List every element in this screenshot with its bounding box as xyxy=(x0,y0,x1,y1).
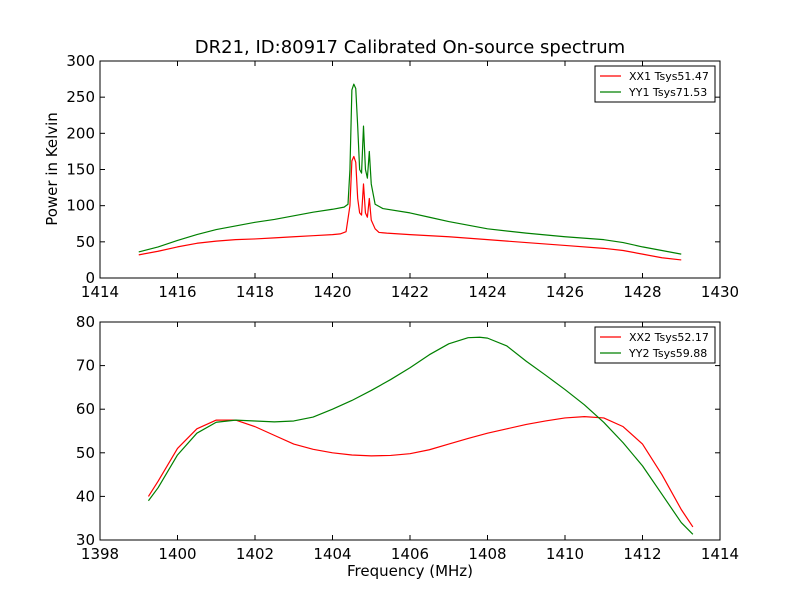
legend-box xyxy=(594,65,716,103)
x-tick-label: 1402 xyxy=(236,545,274,563)
series-line-yy2 xyxy=(147,336,694,535)
y-tick-label: 40 xyxy=(76,487,95,505)
legend-box xyxy=(594,326,716,364)
y-axis-label: Power in Kelvin xyxy=(43,112,61,226)
x-tick-label: 1406 xyxy=(391,545,429,563)
legend: XX2 Tsys52.17 YY2 Tsys59.88 xyxy=(594,326,716,364)
x-tick-label: 1408 xyxy=(468,545,506,563)
legend-entry: XX2 Tsys52.17 xyxy=(629,331,709,344)
y-tick-label: 60 xyxy=(76,400,95,418)
x-axis-label: Frequency (MHz) xyxy=(347,562,473,580)
x-tick-label: 1426 xyxy=(546,283,584,301)
y-tick-label: 250 xyxy=(66,88,95,106)
x-tick-label: 1404 xyxy=(313,545,351,563)
x-tick-label: 1400 xyxy=(158,545,196,563)
series-line-yy1 xyxy=(138,83,682,255)
y-tick-label: 70 xyxy=(76,357,95,375)
y-tick-label: 200 xyxy=(66,124,95,142)
y-tick-label: 50 xyxy=(76,233,95,251)
legend-entry: YY1 Tsys71.53 xyxy=(628,86,707,99)
x-tick-label: 1410 xyxy=(546,545,584,563)
y-tick-label: 0 xyxy=(85,269,95,287)
y-tick-label: 150 xyxy=(66,161,95,179)
chart-title: DR21, ID:80917 Calibrated On-source spec… xyxy=(195,37,625,58)
legend-entry: XX1 Tsys51.47 xyxy=(629,70,709,83)
x-tick-label: 1414 xyxy=(81,283,119,301)
y-tick-label: 80 xyxy=(76,313,95,331)
y-tick-label: 300 xyxy=(66,52,95,70)
bottom-plot-panel: 1398 1400 1402 1404 1406 1408 1410 1412 1414 30 40… xyxy=(76,313,739,563)
x-tick-label: 1422 xyxy=(391,283,429,301)
legend: XX1 Tsys51.47 YY1 Tsys71.53 xyxy=(594,65,716,103)
x-tick-label: 1420 xyxy=(313,283,351,301)
series-line-xx1 xyxy=(138,155,682,261)
x-tick-label: 1398 xyxy=(81,545,119,563)
y-tick-label: 30 xyxy=(76,531,95,549)
x-tick-label: 1416 xyxy=(158,283,196,301)
y-tick-label: 100 xyxy=(66,197,95,215)
legend-entry: YY2 Tsys59.88 xyxy=(628,347,707,360)
x-tick-label: 1418 xyxy=(236,283,274,301)
x-tick-label: 1430 xyxy=(701,283,739,301)
x-tick-label: 1424 xyxy=(468,283,506,301)
y-tick-label: 50 xyxy=(76,444,95,462)
top-plot-panel: 1414 1416 1418 1420 1422 1424 1426 1428 1430 0 50 1… xyxy=(66,52,739,301)
x-tick-label: 1414 xyxy=(701,545,739,563)
x-tick-label: 1428 xyxy=(623,283,661,301)
x-tick-label: 1412 xyxy=(623,545,661,563)
